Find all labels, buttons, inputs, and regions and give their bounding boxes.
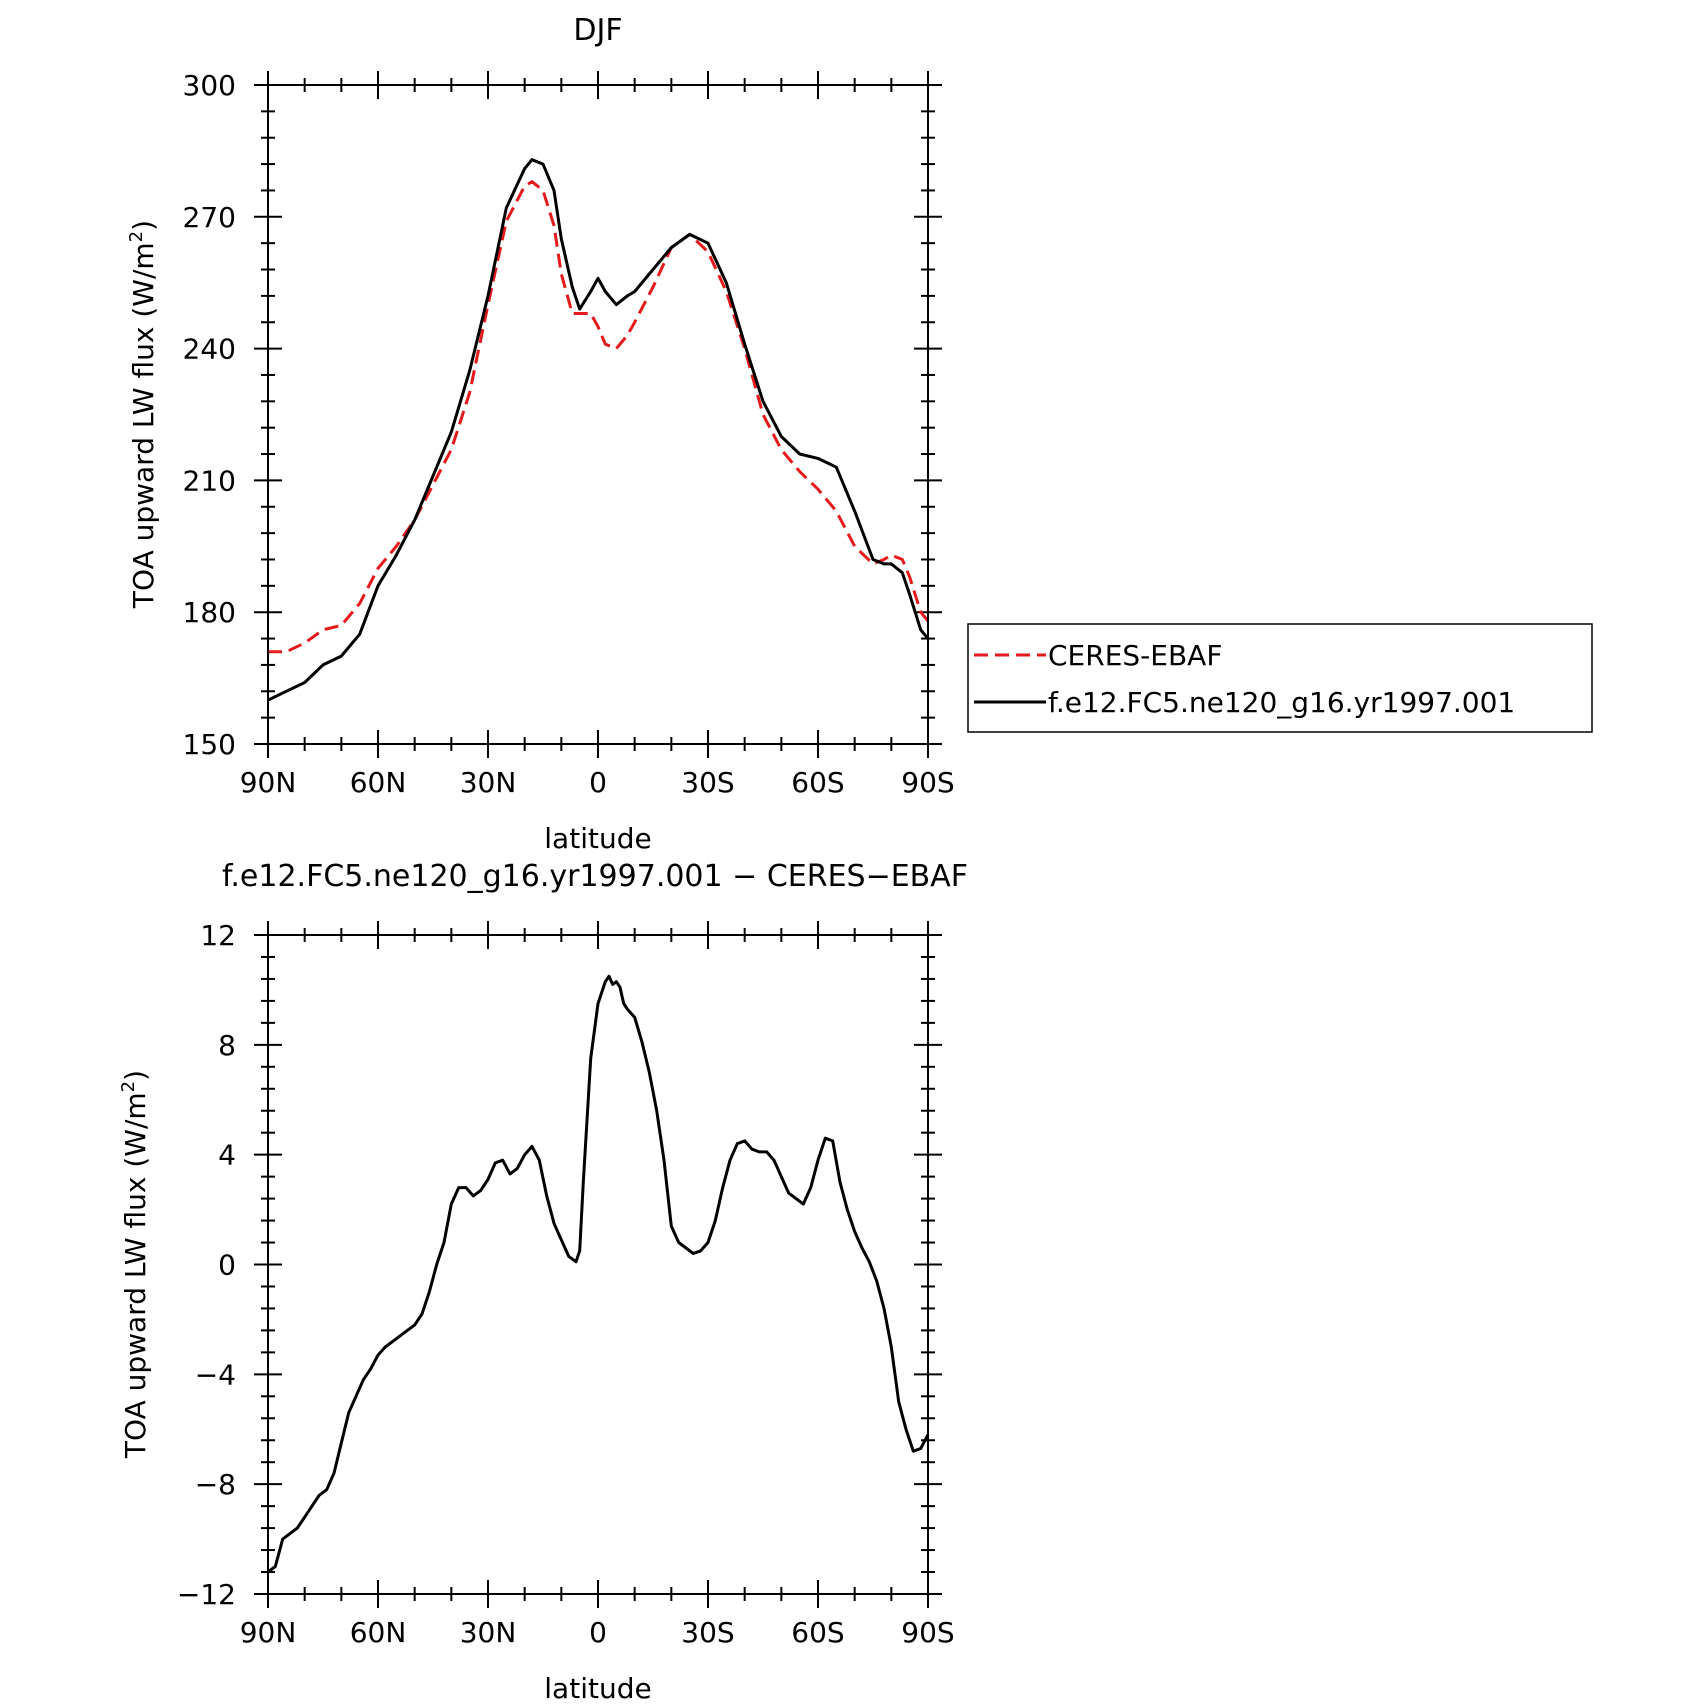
top-y-label-sup: 2 (126, 231, 147, 242)
top-chart: DJF 90N 60N 30N 0 30S 60S 90S 150 180 210 240 270 3… (126, 13, 955, 855)
bottom-chart-x-axis-label: latitude (544, 1672, 651, 1705)
top-x-tick-label: 60N (350, 766, 407, 799)
top-chart-y-axis-label: TOA upward LW flux (W/m2) (126, 220, 160, 609)
bottom-y-tick-label: 12 (200, 919, 236, 952)
top-chart-ticks (254, 71, 942, 758)
top-y-tick-label: 270 (183, 201, 236, 234)
bottom-y-label-main: TOA upward LW flux (W/m (119, 1092, 152, 1459)
legend: CERES-EBAF f.e12.FC5.ne120_g16.yr1997.00… (967, 623, 1593, 733)
bottom-y-tick-label: −8 (195, 1468, 236, 1501)
top-chart-y-tick-labels: 150 180 210 240 270 300 (183, 69, 236, 761)
bottom-y-tick-label: 0 (218, 1249, 236, 1282)
bottom-x-tick-label: 0 (589, 1616, 607, 1649)
top-chart-lines (267, 158, 930, 702)
bottom-chart-lines (267, 974, 930, 1574)
top-x-tick-label: 90N (240, 766, 297, 799)
top-x-tick-label: 60S (791, 766, 844, 799)
top-x-tick-label: 30S (681, 766, 734, 799)
bottom-y-label-end: ) (119, 1070, 152, 1081)
bottom-y-tick-label: −4 (195, 1358, 236, 1391)
bottom-x-tick-label: 30S (681, 1616, 734, 1649)
bottom-x-tick-label: 60N (350, 1616, 407, 1649)
bottom-x-tick-label: 90N (240, 1616, 297, 1649)
bottom-chart-y-axis-label: TOA upward LW flux (W/m2) (118, 1070, 152, 1459)
top-chart-title: DJF (573, 13, 622, 48)
bottom-series-line-model (267, 974, 930, 1574)
bottom-y-tick-label: −12 (177, 1578, 236, 1611)
top-y-label-end: ) (127, 220, 160, 231)
bottom-y-label-sup: 2 (118, 1081, 139, 1092)
top-y-tick-label: 300 (183, 69, 236, 102)
bottom-y-tick-label: 4 (218, 1139, 236, 1172)
top-x-tick-label: 90S (901, 766, 954, 799)
top-chart-x-tick-labels: 90N 60N 30N 0 30S 60S 90S (240, 766, 955, 799)
top-x-tick-label: 0 (589, 766, 607, 799)
top-chart-x-axis-label: latitude (544, 822, 651, 855)
bottom-chart-frame (267, 934, 929, 1595)
legend-label-ceres: CERES-EBAF (1048, 639, 1222, 672)
top-y-tick-label: 240 (183, 333, 236, 366)
top-y-tick-label: 180 (183, 596, 236, 629)
top-y-tick-label: 150 (183, 728, 236, 761)
bottom-chart-ticks (254, 921, 942, 1608)
bottom-x-tick-label: 90S (901, 1616, 954, 1649)
bottom-chart-y-tick-labels: −12 −8 −4 0 4 8 12 (177, 919, 236, 1611)
bottom-y-tick-label: 8 (218, 1029, 236, 1062)
top-x-tick-label: 30N (460, 766, 517, 799)
top-y-label-main: TOA upward LW flux (W/m (127, 242, 160, 609)
top-series-line-ceres (268, 180, 930, 654)
top-series-line-model (267, 158, 930, 702)
bottom-chart: f.e12.FC5.ne120_g16.yr1997.001 − CERES−E… (118, 859, 968, 1705)
legend-label-model: f.e12.FC5.ne120_g16.yr1997.001 (1048, 686, 1515, 719)
bottom-chart-title: f.e12.FC5.ne120_g16.yr1997.001 − CERES−E… (222, 859, 968, 894)
bottom-chart-x-tick-labels: 90N 60N 30N 0 30S 60S 90S (240, 1616, 955, 1649)
top-chart-frame (267, 84, 929, 745)
bottom-x-tick-label: 60S (791, 1616, 844, 1649)
top-y-tick-label: 210 (183, 464, 236, 497)
bottom-x-tick-label: 30N (460, 1616, 517, 1649)
legend-box (967, 623, 1593, 733)
